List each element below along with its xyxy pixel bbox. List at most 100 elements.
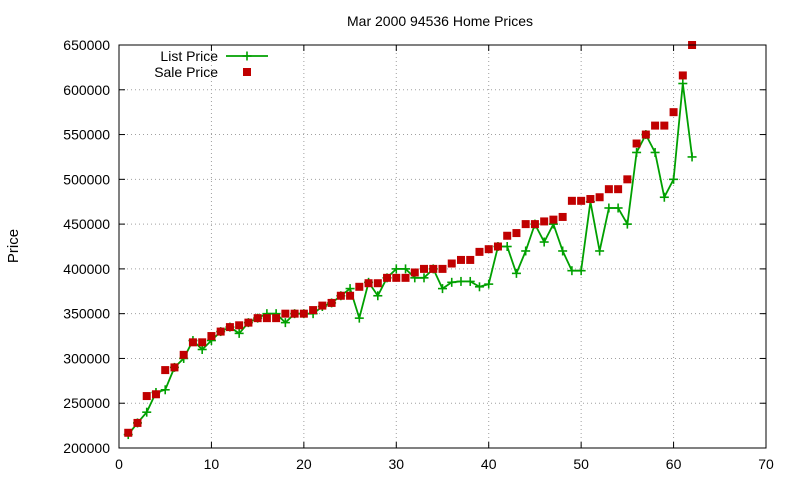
list-price-point (373, 291, 383, 301)
x-tick-label: 20 (296, 456, 312, 472)
y-tick-label: 350000 (63, 306, 110, 322)
list-price-point (558, 246, 568, 256)
sale-price-point (484, 245, 493, 254)
sale-price-point (244, 318, 253, 327)
y-tick-label: 200000 (63, 440, 110, 456)
sale-price-point (567, 196, 576, 205)
grid (119, 45, 766, 448)
sale-price-point (410, 268, 419, 277)
list-price-point (678, 79, 688, 89)
y-tick-label: 650000 (63, 37, 110, 53)
sale-price-point (179, 350, 188, 359)
list-price-point (622, 219, 632, 229)
y-tick-label: 600000 (63, 82, 110, 98)
list-price-point (280, 318, 290, 328)
sale-price-point (272, 314, 281, 323)
list-price-point (687, 152, 697, 162)
sale-price-point (503, 231, 512, 240)
x-tick-label: 40 (481, 456, 497, 472)
list-price-point (234, 328, 244, 338)
list-price-point (567, 266, 577, 276)
list-price-point (650, 147, 660, 157)
sale-price-point (558, 212, 567, 221)
sale-price-point (281, 309, 290, 318)
sale-price-point (253, 314, 262, 323)
sale-price-point (383, 273, 392, 282)
y-tick-label: 250000 (63, 395, 110, 411)
sale-price-point (262, 314, 271, 323)
sale-price-point (290, 309, 299, 318)
list-price-point (604, 203, 614, 213)
sale-price-point (466, 255, 475, 264)
list-price-point (391, 264, 401, 274)
list-price-point (474, 282, 484, 292)
list-price-point (632, 147, 642, 157)
x-tick-label: 30 (388, 456, 404, 472)
list-price-point (447, 277, 457, 287)
list-price-point (511, 268, 521, 278)
y-tick-label: 300000 (63, 350, 110, 366)
series-sale-price (124, 41, 697, 437)
list-price-point (160, 385, 170, 395)
x-tick-label: 0 (115, 456, 123, 472)
list-price-point (345, 284, 355, 294)
sale-price-point (595, 193, 604, 202)
sale-price-point (170, 363, 179, 372)
sale-price-point (355, 282, 364, 291)
list-price-point (419, 273, 429, 283)
list-price-point (539, 237, 549, 247)
list-price-point (613, 203, 623, 213)
sale-price-point (161, 366, 170, 375)
sale-price-point (530, 220, 539, 229)
axis-ticks: 0 10 20 30 40 50 60 70 200000 250000 300000 350000 4… (63, 37, 774, 472)
legend-label: Sale Price (154, 64, 218, 80)
sale-price-point (225, 323, 234, 332)
legend-plus-swatch (242, 51, 252, 61)
sale-price-point (364, 279, 373, 288)
list-price-point (438, 284, 447, 294)
sale-price-point (641, 130, 650, 139)
x-tick-label: 60 (666, 456, 682, 472)
sale-price-point (429, 264, 438, 273)
list-price-point (465, 276, 475, 286)
series-list-price (123, 79, 697, 440)
plot-border (118, 44, 767, 449)
sale-price-point (392, 273, 401, 282)
sale-price-point (456, 255, 465, 264)
sale-price-point (521, 220, 530, 229)
sale-price-point (614, 185, 623, 194)
sale-price-point (438, 264, 447, 273)
sale-price-point (336, 291, 345, 300)
sale-price-point (623, 175, 632, 184)
y-axis-label: Price (5, 229, 22, 263)
legend-label: List Price (160, 48, 218, 64)
sale-price-point (669, 108, 678, 117)
chart-title: Mar 2000 94536 Home Prices (347, 13, 533, 29)
sale-price-point (475, 247, 484, 256)
sale-price-point (651, 121, 660, 130)
sale-price-point (309, 306, 318, 315)
list-price-point (142, 407, 152, 417)
list-price-point (521, 246, 531, 256)
sale-price-point (678, 71, 687, 80)
sale-price-point (299, 309, 308, 318)
plot-area (123, 41, 697, 440)
sale-price-point (207, 332, 216, 341)
sale-price-point (401, 273, 410, 282)
list-price-point (502, 242, 512, 251)
list-price-point (484, 279, 494, 289)
sale-price-point (133, 418, 142, 427)
list-price-point (401, 264, 411, 274)
sale-price-point (549, 215, 558, 224)
sale-price-point (660, 121, 669, 130)
sale-price-point (577, 196, 586, 205)
x-tick-label: 10 (204, 456, 220, 472)
sale-price-point (447, 259, 456, 268)
list-price-line (127, 83, 693, 436)
sale-price-point (142, 392, 151, 401)
sale-price-point (632, 139, 641, 148)
sale-price-point (235, 321, 244, 330)
list-price-point (354, 313, 364, 323)
